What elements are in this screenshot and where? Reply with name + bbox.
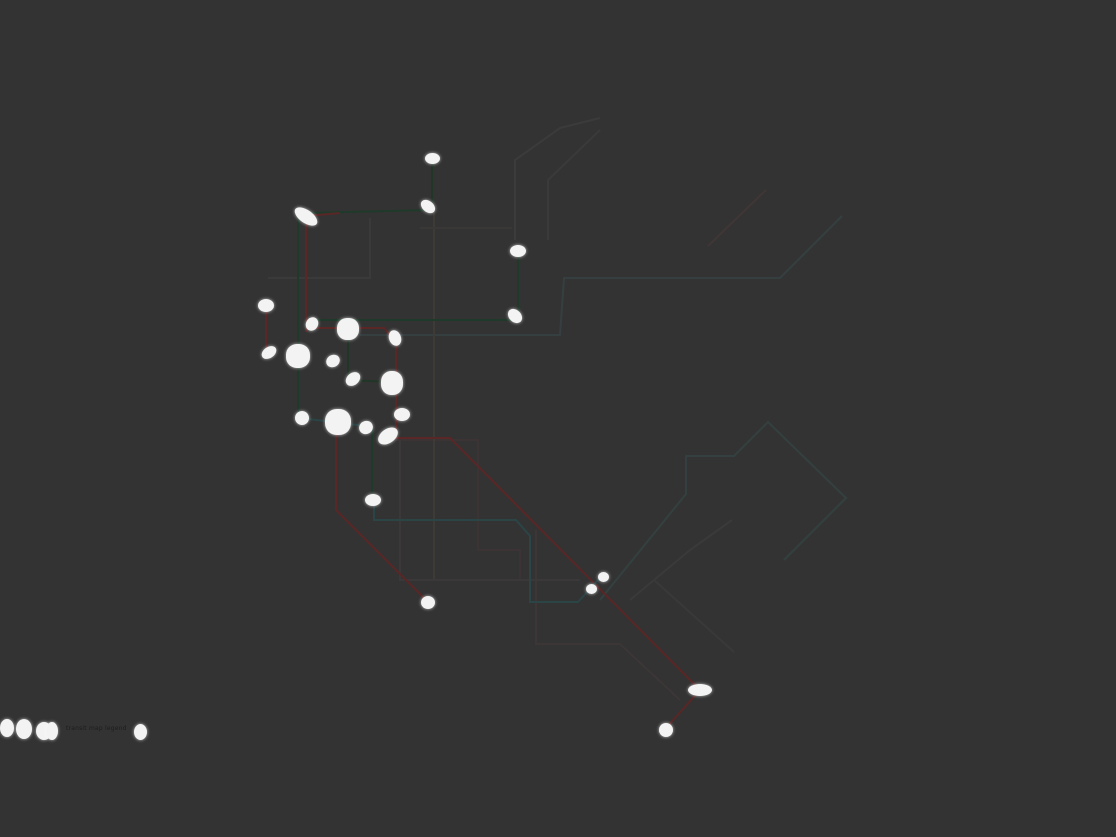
station-marker[interactable] <box>374 423 402 449</box>
station-marker[interactable] <box>291 203 321 229</box>
inactive-route-lines <box>268 117 848 701</box>
station-marker[interactable] <box>292 408 312 428</box>
station-marker[interactable] <box>343 369 363 389</box>
station-marker[interactable] <box>505 306 525 326</box>
station-marker[interactable] <box>394 407 410 421</box>
station-marker[interactable] <box>323 352 343 370</box>
red-route-end <box>665 689 701 729</box>
ghost-route-diagonal-red <box>707 189 767 247</box>
ghost-route-east <box>360 215 843 336</box>
station-marker[interactable] <box>337 318 359 340</box>
station-marker[interactable] <box>659 723 673 737</box>
legend-label: transit map legend <box>66 725 127 732</box>
station-marker[interactable] <box>418 196 438 216</box>
station-marker[interactable] <box>259 342 279 362</box>
station-marker[interactable] <box>0 719 14 737</box>
station-marker[interactable] <box>381 371 403 395</box>
ghost-route-west-box <box>268 218 371 279</box>
station-marker[interactable] <box>365 494 381 506</box>
station-marker[interactable] <box>688 684 712 696</box>
station-marker[interactable] <box>303 314 321 334</box>
teal-route-south <box>373 500 601 603</box>
station-marker[interactable] <box>424 152 440 164</box>
red-route-south <box>335 422 427 601</box>
station-marker[interactable] <box>597 572 609 582</box>
station-marker[interactable] <box>46 722 58 740</box>
ghost-route-north-2 <box>547 129 601 240</box>
station-marker[interactable] <box>510 245 526 257</box>
station-marker[interactable] <box>286 344 310 368</box>
station-marker[interactable] <box>585 584 597 594</box>
station-marker[interactable] <box>133 724 147 740</box>
station-marker[interactable] <box>16 719 32 739</box>
ghost-route-se-2 <box>653 579 735 653</box>
station-marker[interactable] <box>356 417 376 437</box>
station-marker[interactable] <box>386 328 404 348</box>
station-marker[interactable] <box>421 595 435 609</box>
ghost-route-center-2 <box>399 440 580 581</box>
ghost-route-loop-teal <box>599 420 848 601</box>
station-marker[interactable] <box>258 298 274 312</box>
green-route-top <box>305 209 429 214</box>
active-route-lines <box>265 158 701 729</box>
ghost-route-north <box>514 117 601 240</box>
ghost-route-south-frame-2 <box>535 530 681 701</box>
station-marker[interactable] <box>325 409 351 435</box>
ghost-route-southeast <box>629 519 733 601</box>
